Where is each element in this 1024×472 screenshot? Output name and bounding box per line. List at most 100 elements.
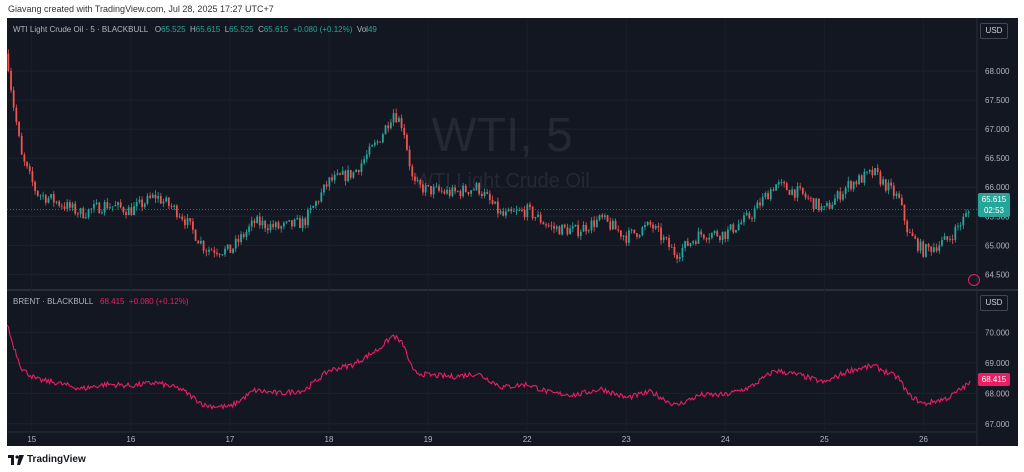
wti-candle-body [387, 125, 390, 129]
wti-legend-title: WTI Light Crude Oil · 5 · BLACKBULL [13, 25, 149, 34]
wti-candle-body [708, 237, 711, 240]
wti-candle-body [785, 183, 788, 191]
wti-candle-body [125, 212, 127, 216]
wti-candle-body [403, 127, 406, 135]
wti-candle-body [76, 213, 79, 215]
wti-candle-body [197, 240, 200, 244]
brent-legend-title: BRENT · BLACKBULL [13, 297, 94, 306]
wti-candle-body [307, 210, 309, 226]
footer-brand-text: TradingView [27, 454, 86, 465]
wti-candle-body [866, 171, 868, 173]
wti-candle-body [138, 199, 141, 203]
wti-candle-body [767, 193, 769, 200]
wti-candle-body [625, 235, 628, 243]
wti-candle-body [488, 193, 491, 201]
wti-candle-body [670, 246, 673, 248]
wti-candle-body [962, 216, 965, 226]
wti-candle-body [924, 244, 927, 257]
wti-candle-body [563, 224, 566, 228]
x-tick-label: 26 [919, 435, 928, 444]
wti-candle-body [87, 209, 90, 218]
wti-candle-body [451, 187, 454, 196]
wti-candle-body [229, 244, 232, 253]
wti-candle-body [759, 202, 761, 206]
wti-candle-body [285, 221, 288, 223]
wti-candle-body [753, 208, 756, 219]
wti-candle-body [416, 180, 419, 181]
wti-candle-body [376, 141, 379, 143]
brent-legend[interactable]: BRENT · BLACKBULL 68.415 +0.080 (+0.12%) [13, 297, 189, 306]
wti-candle-body [908, 232, 911, 234]
wti-candle-body [702, 234, 705, 239]
alert-clock-icon[interactable] [968, 274, 980, 286]
wti-candle-body [686, 241, 689, 246]
wti-candle-body [676, 255, 679, 259]
wti-candle-body [371, 145, 374, 147]
brent-price-line [7, 324, 971, 411]
chart-canvas[interactable]: 68.00067.50067.00066.50066.00065.50065.0… [7, 18, 1018, 446]
wti-candle-body [170, 205, 173, 207]
wti-candle-body [660, 227, 662, 241]
wti-candle-body [384, 125, 387, 135]
wti-candle-body [740, 222, 743, 225]
wti-candle-body [590, 220, 593, 231]
wti-candle-body [395, 113, 398, 123]
brent-last-price-tag: 68.415 [978, 373, 1010, 386]
wti-candle-body [397, 117, 400, 123]
wti-candle-body [10, 70, 12, 91]
wti-legend[interactable]: WTI Light Crude Oil · 5 · BLACKBULL O65.… [13, 25, 377, 34]
wti-candle-body [234, 238, 237, 249]
wti-candle-body [507, 209, 510, 212]
wti-candle-body [903, 204, 906, 221]
wti-candle-body [834, 198, 836, 205]
wti-candle-body [694, 241, 697, 244]
wti-currency-button[interactable]: USD [980, 23, 1008, 39]
wti-candle-body [842, 193, 844, 200]
wti-candle-body [85, 217, 87, 219]
wti-candle-body [826, 203, 828, 206]
wti-candle-body [927, 244, 930, 247]
wti-candle-body [165, 197, 168, 202]
wti-candle-body [879, 172, 882, 185]
wti-candle-body [571, 226, 574, 229]
wti-candle-body [224, 248, 226, 255]
wti-candle-body [735, 230, 737, 233]
wti-candle-body [368, 146, 371, 155]
wti-candle-body [237, 238, 240, 243]
wti-candle-body [175, 205, 178, 217]
wti-candle-body [280, 226, 283, 229]
wti-candle-body [440, 190, 443, 192]
wti-candle-body [486, 192, 489, 194]
wti-candle-body [809, 197, 812, 199]
wti-candle-body [90, 208, 93, 210]
footer-bar: TradingView [0, 448, 1024, 472]
wti-candle-body [475, 183, 478, 190]
wti-candle-body [58, 201, 61, 206]
wti-candle-body [622, 235, 625, 237]
chart-area[interactable]: 68.00067.50067.00066.50066.00065.50065.0… [7, 18, 1018, 446]
wti-candle-body [309, 208, 312, 211]
wti-candle-body [427, 185, 430, 186]
brent-currency-button[interactable]: USD [980, 295, 1008, 311]
wti-candle-body [863, 171, 866, 183]
wti-candle-body [603, 215, 606, 218]
wti-candle-body [620, 230, 622, 237]
wti-candle-body [159, 196, 162, 204]
wti-candle-body [483, 192, 486, 197]
wti-candle-body [36, 190, 39, 196]
wti-candle-body [692, 241, 695, 244]
wti-candle-body [210, 249, 213, 251]
x-tick-label: 17 [225, 435, 234, 444]
wti-candle-body [579, 231, 582, 237]
wti-candle-body [494, 201, 497, 204]
wti-candle-body [480, 193, 483, 197]
wti-candle-body [505, 211, 507, 216]
wti-candle-body [892, 185, 895, 196]
open-label: O [154, 25, 162, 34]
wti-candle-body [186, 218, 189, 226]
close-label: C [258, 25, 264, 34]
wti-candle-body [135, 202, 138, 207]
wti-candle-body [761, 196, 764, 206]
wti-candle-body [146, 195, 149, 204]
wti-candle-body [804, 193, 807, 198]
